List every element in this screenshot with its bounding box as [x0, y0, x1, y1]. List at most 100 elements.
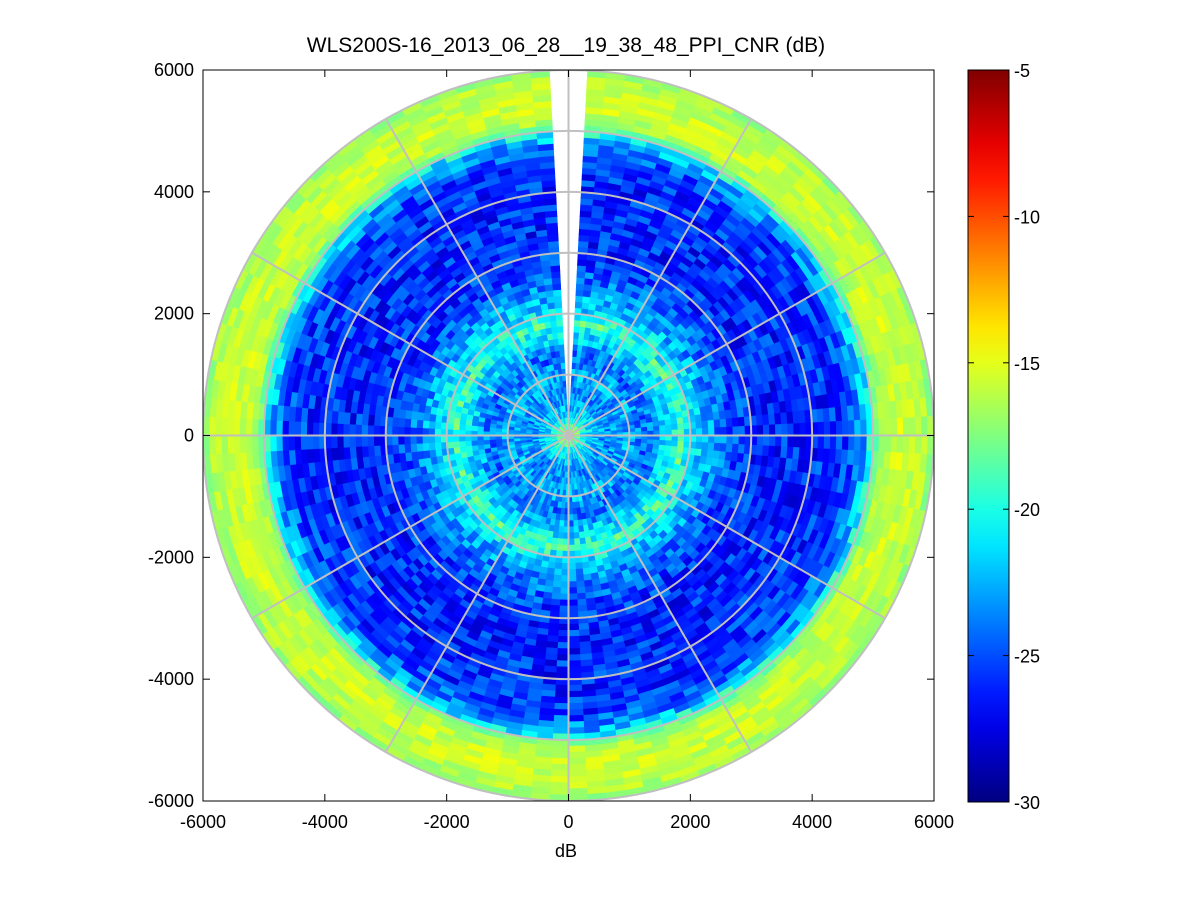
- heatmap-cell: [726, 435, 734, 445]
- heatmap-cell: [756, 435, 764, 447]
- heatmap-cell: [557, 629, 569, 637]
- heatmap-cell: [416, 442, 424, 452]
- heatmap-cell: [578, 537, 586, 545]
- heatmap-cell: [575, 580, 585, 588]
- heatmap-cell: [471, 444, 479, 452]
- heatmap-cell: [361, 435, 369, 447]
- heatmap-cell: [817, 435, 825, 450]
- heatmap-cell: [557, 635, 569, 643]
- heatmap-cell: [573, 331, 580, 339]
- heatmap-cell: [725, 443, 734, 454]
- heatmap-cell: [558, 605, 569, 613]
- heatmap-cell: [793, 423, 801, 436]
- heatmap-cell: [557, 623, 569, 631]
- heatmap-cell: [568, 599, 578, 607]
- heatmap-cell: [708, 435, 716, 444]
- heatmap-cell: [452, 423, 460, 431]
- heatmap-cell: [553, 568, 562, 576]
- heatmap-cell: [556, 325, 564, 333]
- heatmap-cell: [547, 240, 559, 249]
- heatmap-cell: [452, 440, 460, 448]
- heatmap-cell: [781, 423, 789, 436]
- heatmap-cell: [568, 684, 583, 692]
- heatmap-cell: [554, 301, 563, 309]
- heatmap-cell: [342, 423, 350, 436]
- heatmap-cell: [560, 569, 569, 576]
- heatmap-cell: [549, 604, 560, 613]
- heatmap-cell: [434, 421, 442, 430]
- heatmap-cell: [576, 598, 587, 607]
- heatmap-cell: [465, 445, 473, 453]
- heatmap-cell: [732, 426, 740, 436]
- heatmap-cell: [572, 526, 580, 534]
- heatmap-cell: [568, 569, 577, 576]
- heatmap-cell: [434, 441, 442, 450]
- heatmap-cell: [572, 519, 579, 528]
- heatmap-cell: [312, 421, 320, 436]
- heatmap-cell: [659, 424, 667, 432]
- heatmap-cell: [560, 362, 566, 370]
- heatmap-cell: [397, 417, 406, 428]
- heatmap-cell: [713, 442, 721, 452]
- heatmap-cell: [714, 427, 722, 436]
- heatmap-cell: [695, 435, 703, 443]
- heatmap-cell: [458, 423, 466, 431]
- heatmap-cell: [559, 356, 565, 364]
- heatmap-cell: [755, 445, 764, 457]
- heatmap-cell: [564, 404, 568, 412]
- heatmap-cell: [409, 426, 417, 436]
- heatmap-cell: [634, 427, 642, 433]
- heatmap-cell: [550, 592, 561, 601]
- heatmap-cell: [568, 593, 578, 601]
- heatmap-cell: [664, 418, 672, 426]
- heatmap-cell: [557, 331, 564, 339]
- heatmap-cell: [578, 234, 590, 242]
- heatmap-cell: [817, 421, 825, 436]
- heatmap-cell: [559, 350, 565, 358]
- heatmap-cell: [551, 277, 561, 285]
- heatmap-cell: [336, 435, 344, 448]
- heatmap-cell: [434, 435, 442, 443]
- heatmap-cell: [354, 424, 362, 436]
- heatmap-cell: [574, 301, 583, 309]
- heatmap-cell: [568, 629, 580, 637]
- heatmap-cell: [568, 623, 580, 631]
- heatmap-cell: [403, 443, 412, 454]
- heatmap-cell: [547, 622, 559, 631]
- heatmap-cell: [367, 424, 375, 436]
- heatmap-cell: [571, 501, 577, 509]
- heatmap-cell: [568, 605, 579, 613]
- heatmap-cell: [756, 424, 764, 436]
- heatmap-cell: [489, 439, 497, 445]
- heatmap-cell: [725, 417, 734, 428]
- heatmap-cell: [775, 424, 783, 436]
- heatmap-cell: [578, 622, 590, 631]
- heatmap-cell: [823, 435, 831, 450]
- heatmap-cell: [695, 428, 703, 436]
- heatmap-cell: [403, 417, 412, 428]
- heatmap-cell: [576, 277, 586, 285]
- heatmap-cell: [373, 445, 382, 457]
- heatmap-cell: [470, 439, 478, 447]
- heatmap-cell: [552, 283, 562, 291]
- heatmap-cell: [578, 228, 591, 236]
- heatmap-cell: [737, 416, 746, 427]
- heatmap-cell: [762, 435, 770, 447]
- heatmap-cell: [428, 427, 435, 436]
- heatmap-cell: [559, 593, 569, 601]
- heatmap-cell: [403, 435, 411, 445]
- heatmap-cell: [550, 320, 558, 328]
- heatmap-cell: [799, 435, 807, 449]
- heatmap-cell: [575, 283, 585, 291]
- heatmap-cell: [563, 386, 567, 394]
- heatmap-cell: [391, 444, 400, 455]
- heatmap-cell: [578, 635, 591, 643]
- heatmap-cell: [646, 426, 654, 432]
- heatmap-cell: [453, 446, 461, 454]
- heatmap-cell: [547, 234, 559, 242]
- heatmap-cell: [550, 264, 561, 273]
- heatmap-cell: [768, 424, 776, 436]
- heatmap-cell: [391, 435, 399, 446]
- heatmap-cell: [787, 423, 795, 436]
- heatmap-cell: [562, 380, 567, 388]
